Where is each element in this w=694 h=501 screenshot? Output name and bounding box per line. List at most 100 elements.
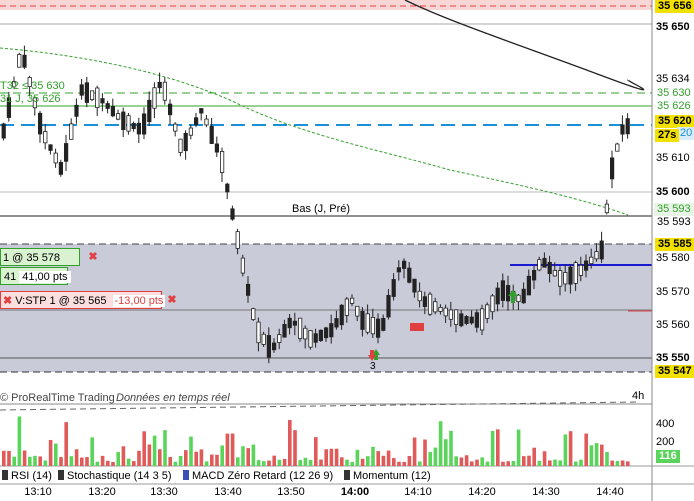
volume-bar [178,455,183,466]
candle [329,323,334,338]
price-axis-bas-593: 35 593 [654,216,694,229]
candle [240,257,245,274]
volume-bar [12,456,16,466]
volume-bar [241,446,245,466]
volume-bar [173,461,178,466]
candle [74,104,79,117]
volume-bar [568,431,573,466]
candle [230,208,235,220]
candle [100,98,105,104]
stop-order-marker[interactable] [410,323,424,331]
volume-bar [319,459,323,466]
volume-bar [204,461,209,466]
candle [178,138,183,153]
volume-bar [163,430,167,466]
volume-bar [303,457,308,466]
volume-bar [199,449,204,466]
tab-stochastic[interactable]: Stochastique (14 3 5) [58,469,172,483]
stop-order-close-icon[interactable]: ✖ [3,295,13,307]
volume-bar [85,457,89,466]
candle [459,313,464,327]
candle [625,118,630,135]
tab-macd[interactable]: MACD Zéro Retard (12 26 9) [183,469,333,483]
price-axis-label: 35 560 [656,319,690,331]
volume-bar [17,416,22,466]
tab-rsi-label: RSI (14) [11,470,52,482]
volume-bar [485,461,490,466]
stop-order-box[interactable]: ✖ V:STP 1 @ 35 565 -13,00 pts [0,291,166,309]
candle [563,272,568,285]
volume-bar [121,446,126,466]
candle [490,295,495,313]
candle [53,152,58,164]
volume-bar [158,449,162,466]
candle [438,306,443,312]
stop-order-close-button[interactable]: ✖ [167,294,177,306]
order-lines-label-1: T32 ≤ 35 630 [0,80,65,92]
stochastic-color-icon [58,470,64,480]
volume-bar [444,439,448,466]
moving-average-long [404,0,645,91]
volume-trend-line [0,401,641,411]
candle [464,316,469,324]
candle [360,310,365,330]
candle [495,287,500,305]
volume-bar [350,461,354,466]
volume-bar [355,449,360,466]
candle [375,318,381,338]
tab-momentum[interactable]: Momentum (12) [344,469,431,483]
candle [334,318,339,328]
candle [282,324,287,338]
candle [292,320,298,326]
volume-bar [594,443,599,466]
volume-bar [584,433,588,466]
candle [500,280,506,301]
volume-bar [433,447,438,466]
limit-order-box[interactable]: 1 @ 35 578 [0,248,80,266]
price-axis-label: 35 570 [656,286,690,298]
candle [469,316,474,324]
volume-bar [381,455,386,466]
tab-stochastic-label: Stochastique (14 3 5) [67,470,172,482]
volume-bar [511,460,516,466]
price-axis-top-badge: 35 656 [655,0,694,13]
volume-bar [267,460,271,466]
volume-bar [74,449,79,466]
volume-bar [329,448,334,466]
volume-bar [376,451,380,466]
volume-bar [132,461,136,466]
price-axis-label: 35 650 [656,21,690,33]
candle [604,203,610,214]
tab-rsi[interactable]: RSI (14) [2,469,52,483]
stop-order-pts: -13,00 pts [112,295,166,307]
candle [251,308,256,320]
candle [204,118,209,126]
candle [422,296,428,307]
candle [79,84,84,96]
limit-order-close-button[interactable]: ✖ [88,251,98,263]
candle [214,143,219,153]
volume-bar [324,449,328,466]
candle [22,54,27,68]
candle [219,151,225,173]
price-axis-label: 35 580 [656,252,690,264]
volume-bar [7,450,11,466]
volume-bar [288,419,292,466]
candle [355,305,360,317]
candle [131,122,136,130]
volume-bar [412,437,417,466]
time-tick: 14:40 [596,486,624,498]
candle [485,304,490,319]
volume-bar [251,444,256,466]
volume-bar [116,452,120,466]
volume-bar [262,461,266,466]
volume-bar [282,458,287,466]
bas-label: Bas (J, Pré) [292,203,351,215]
price-axis-limit-626: 35 626 [654,100,694,113]
candle [271,342,277,351]
volume-bar [542,451,547,466]
price-axis-limit-630: 35 630 [654,87,694,100]
candle [69,123,74,140]
volume-bar [579,459,583,466]
